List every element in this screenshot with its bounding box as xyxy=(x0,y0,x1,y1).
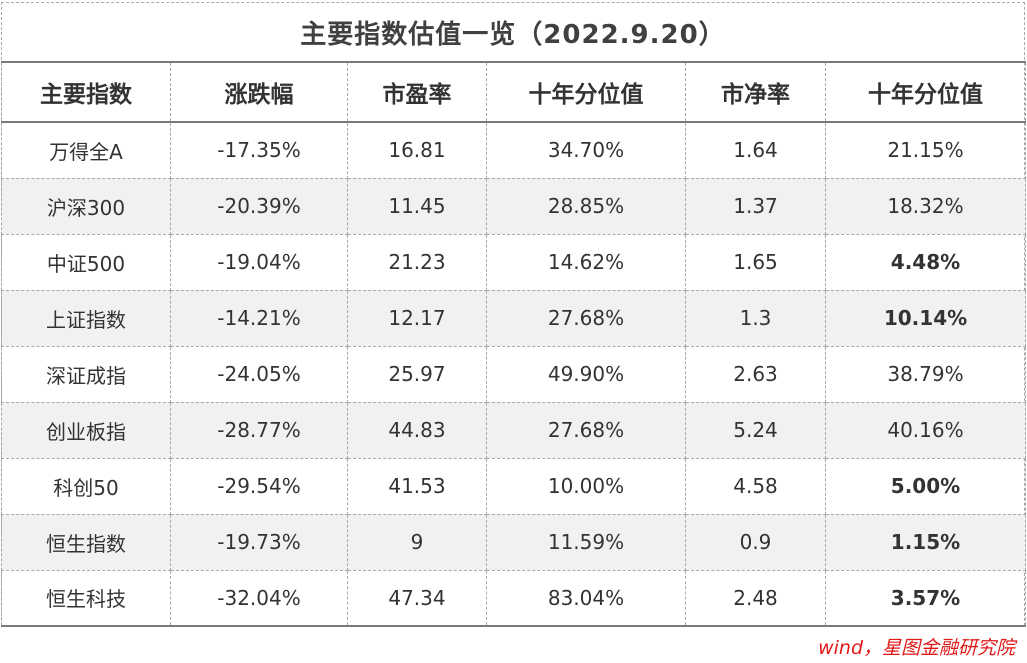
cell-index-name: 沪深300 xyxy=(1,178,171,235)
table-header-row: 主要指数 涨跌幅 市盈率 十年分位值 市净率 十年分位值 xyxy=(1,61,1026,123)
cell-index-name: 上证指数 xyxy=(1,290,171,347)
cell-pb: 1.37 xyxy=(685,178,826,235)
cell-change: -32.04% xyxy=(170,570,348,627)
cell-pe: 41.53 xyxy=(347,458,487,515)
cell-pb-percentile: 10.14% xyxy=(825,290,1026,347)
cell-index-name: 科创50 xyxy=(1,458,171,515)
cell-change: -19.04% xyxy=(170,234,348,291)
cell-pb-percentile: 4.48% xyxy=(825,234,1026,291)
table-row: 恒生科技 -32.04% 47.34 83.04% 2.48 3.57% xyxy=(1,570,1026,627)
cell-change: -17.35% xyxy=(170,122,348,179)
cell-pb: 1.65 xyxy=(685,234,826,291)
cell-pe: 11.45 xyxy=(347,178,487,235)
table-row: 中证500 -19.04% 21.23 14.62% 1.65 4.48% xyxy=(1,234,1026,291)
cell-pb-percentile: 40.16% xyxy=(825,402,1026,459)
cell-pe: 12.17 xyxy=(347,290,487,347)
cell-pe: 47.34 xyxy=(347,570,487,627)
cell-change: -20.39% xyxy=(170,178,348,235)
table-row: 万得全A -17.35% 16.81 34.70% 1.64 21.15% xyxy=(1,122,1026,179)
page-title: 主要指数估值一览（2022.9.20） xyxy=(1,2,1025,62)
cell-pb: 1.64 xyxy=(685,122,826,179)
cell-index-name: 恒生科技 xyxy=(1,570,171,627)
table-row: 恒生指数 -19.73% 9 11.59% 0.9 1.15% xyxy=(1,514,1026,571)
cell-pe: 25.97 xyxy=(347,346,487,403)
table-row: 深证成指 -24.05% 25.97 49.90% 2.63 38.79% xyxy=(1,346,1026,403)
table-row: 沪深300 -20.39% 11.45 28.85% 1.37 18.32% xyxy=(1,178,1026,235)
cell-pb: 1.3 xyxy=(685,290,826,347)
header-pe-percentile: 十年分位值 xyxy=(486,61,686,123)
cell-pb-percentile: 21.15% xyxy=(825,122,1026,179)
cell-pb-percentile: 18.32% xyxy=(825,178,1026,235)
valuation-table: 主要指数 涨跌幅 市盈率 十年分位值 市净率 十年分位值 万得全A -17.35%… xyxy=(1,61,1026,627)
cell-pb: 2.63 xyxy=(685,346,826,403)
table-row: 科创50 -29.54% 41.53 10.00% 4.58 5.00% xyxy=(1,458,1026,515)
table-row: 上证指数 -14.21% 12.17 27.68% 1.3 10.14% xyxy=(1,290,1026,347)
cell-pb: 5.24 xyxy=(685,402,826,459)
cell-pb-percentile: 3.57% xyxy=(825,570,1026,627)
cell-pe-percentile: 83.04% xyxy=(486,570,686,627)
cell-pb-percentile: 38.79% xyxy=(825,346,1026,403)
cell-pe-percentile: 34.70% xyxy=(486,122,686,179)
cell-pe-percentile: 11.59% xyxy=(486,514,686,571)
header-change: 涨跌幅 xyxy=(170,61,348,123)
source-note: wind，星图金融研究院 xyxy=(818,637,1015,659)
cell-pe-percentile: 27.68% xyxy=(486,402,686,459)
cell-pe: 44.83 xyxy=(347,402,487,459)
header-index: 主要指数 xyxy=(1,61,171,123)
cell-index-name: 深证成指 xyxy=(1,346,171,403)
cell-pe-percentile: 49.90% xyxy=(486,346,686,403)
cell-pb: 0.9 xyxy=(685,514,826,571)
cell-index-name: 万得全A xyxy=(1,122,171,179)
cell-pb-percentile: 5.00% xyxy=(825,458,1026,515)
cell-pe: 16.81 xyxy=(347,122,487,179)
table-row: 创业板指 -28.77% 44.83 27.68% 5.24 40.16% xyxy=(1,402,1026,459)
cell-pe-percentile: 10.00% xyxy=(486,458,686,515)
header-pb-percentile: 十年分位值 xyxy=(825,61,1026,123)
cell-pe-percentile: 27.68% xyxy=(486,290,686,347)
cell-pb-percentile: 1.15% xyxy=(825,514,1026,571)
header-pb: 市净率 xyxy=(685,61,826,123)
cell-change: -29.54% xyxy=(170,458,348,515)
cell-change: -19.73% xyxy=(170,514,348,571)
cell-pe-percentile: 28.85% xyxy=(486,178,686,235)
header-pe: 市盈率 xyxy=(347,61,487,123)
cell-pb: 2.48 xyxy=(685,570,826,627)
cell-change: -24.05% xyxy=(170,346,348,403)
cell-index-name: 创业板指 xyxy=(1,402,171,459)
cell-index-name: 中证500 xyxy=(1,234,171,291)
cell-pe-percentile: 14.62% xyxy=(486,234,686,291)
cell-pe: 21.23 xyxy=(347,234,487,291)
cell-change: -28.77% xyxy=(170,402,348,459)
cell-pb: 4.58 xyxy=(685,458,826,515)
cell-pe: 9 xyxy=(347,514,487,571)
cell-change: -14.21% xyxy=(170,290,348,347)
cell-index-name: 恒生指数 xyxy=(1,514,171,571)
